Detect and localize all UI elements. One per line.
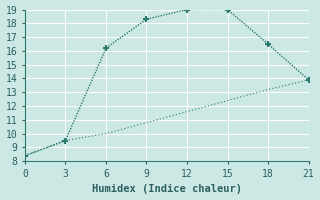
X-axis label: Humidex (Indice chaleur): Humidex (Indice chaleur) [92, 184, 242, 194]
